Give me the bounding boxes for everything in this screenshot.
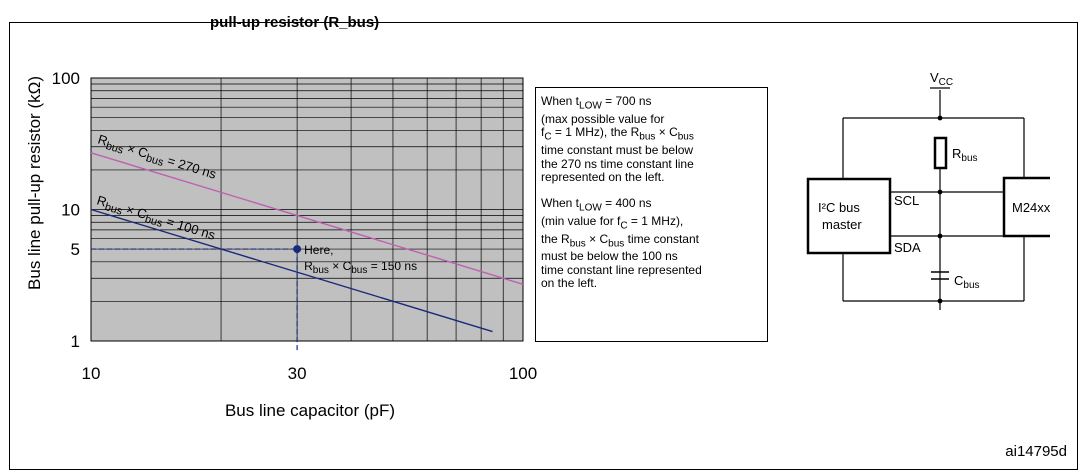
circuit-diagram: VCC Rbus Cbus I²C bus master SCL SDA M24… <box>806 70 1050 310</box>
x-tick-label: 10 <box>82 364 101 383</box>
series-line-100ns <box>90 208 493 333</box>
master-label-1: I²C bus <box>818 200 860 215</box>
vcc-label: VCC <box>930 70 953 88</box>
figure-frame: pull-up resistor (R_bus) <box>9 14 1078 470</box>
note-paragraph-400ns: When tLOW = 400 ns (min value for fC = 1… <box>541 195 702 291</box>
slave-label: M24xxx <box>1012 200 1050 215</box>
annotation-point <box>293 245 302 254</box>
junction-sda <box>937 233 943 239</box>
y-tick-label: 100 <box>52 69 80 88</box>
x-tick-label: 30 <box>288 364 307 383</box>
figure-ref: ai14795d <box>1005 443 1067 460</box>
master-box <box>806 177 892 255</box>
y-tick-label: 5 <box>71 240 80 259</box>
rbus-label: Rbus <box>952 146 978 164</box>
junction-bottom <box>937 298 943 304</box>
sda-label: SDA <box>894 240 921 255</box>
note-box: When tLOW = 700 ns (max possible value f… <box>535 87 768 342</box>
y-tick-label: 1 <box>71 332 80 351</box>
annotation-label-1: Here, <box>304 243 333 257</box>
cbus-label: Cbus <box>954 273 980 291</box>
rbus-resistor <box>933 136 948 170</box>
annotation-label-2: Rbus × Cbus = 150 ns <box>304 259 417 276</box>
master-label-2: master <box>822 217 862 232</box>
note-paragraph-700ns: When tLOW = 700 ns (max possible value f… <box>541 94 694 185</box>
x-axis-title: Bus line capacitor (pF) <box>225 401 395 420</box>
y-tick-label: 10 <box>61 201 80 220</box>
figure-title: pull-up resistor (R_bus) <box>210 14 380 31</box>
x-tick-label: 100 <box>509 364 537 383</box>
series-line-270ns <box>90 152 524 285</box>
scl-label: SCL <box>894 193 919 208</box>
junction-top <box>937 115 943 121</box>
y-axis-title: Bus line pull-up resistor (kΩ) <box>25 76 44 290</box>
slave-box <box>1002 176 1050 238</box>
junction-scl <box>937 189 943 195</box>
